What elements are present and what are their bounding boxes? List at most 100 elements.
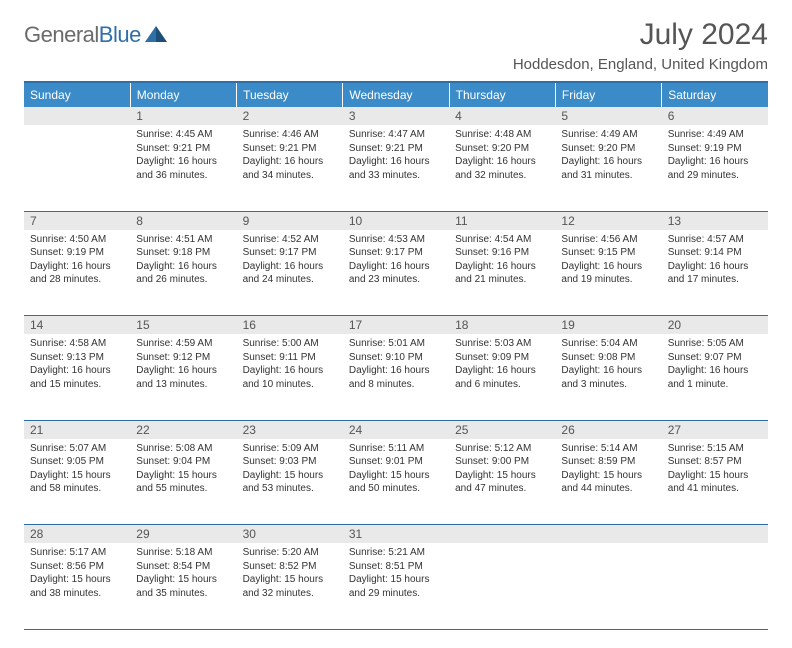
daylight-line: Daylight: 16 hours and 31 minutes. xyxy=(561,156,642,181)
day-number: 24 xyxy=(343,421,449,439)
day-number: 20 xyxy=(662,316,768,334)
day-content: Sunrise: 4:59 AMSunset: 9:12 PMDaylight:… xyxy=(130,334,236,402)
day-number-cell: 4 xyxy=(449,107,555,125)
day-content: Sunrise: 5:15 AMSunset: 8:57 PMDaylight:… xyxy=(662,439,768,507)
sunrise-line: Sunrise: 5:03 AM xyxy=(455,338,531,349)
day-cell: Sunrise: 4:51 AMSunset: 9:18 PMDaylight:… xyxy=(130,230,236,316)
daylight-line: Daylight: 15 hours and 47 minutes. xyxy=(455,470,536,495)
day-number: 18 xyxy=(449,316,555,334)
day-cell: Sunrise: 4:49 AMSunset: 9:20 PMDaylight:… xyxy=(555,125,661,211)
day-number: 15 xyxy=(130,316,236,334)
sunrise-line: Sunrise: 5:05 AM xyxy=(668,338,744,349)
sunset-line: Sunset: 8:52 PM xyxy=(243,561,317,572)
day-number-cell: 5 xyxy=(555,107,661,125)
sunset-line: Sunset: 9:01 PM xyxy=(349,456,423,467)
day-number: 6 xyxy=(662,107,768,125)
day-content: Sunrise: 5:21 AMSunset: 8:51 PMDaylight:… xyxy=(343,543,449,611)
day-number-row: 28293031 xyxy=(24,525,768,544)
location: Hoddesdon, England, United Kingdom xyxy=(513,56,768,73)
sunset-line: Sunset: 9:09 PM xyxy=(455,352,529,363)
day-cell: Sunrise: 4:47 AMSunset: 9:21 PMDaylight:… xyxy=(343,125,449,211)
sunrise-line: Sunrise: 5:04 AM xyxy=(561,338,637,349)
day-cell: Sunrise: 5:04 AMSunset: 9:08 PMDaylight:… xyxy=(555,334,661,420)
daylight-line: Daylight: 16 hours and 23 minutes. xyxy=(349,261,430,286)
sunrise-line: Sunrise: 5:09 AM xyxy=(243,443,319,454)
day-cell: Sunrise: 4:53 AMSunset: 9:17 PMDaylight:… xyxy=(343,230,449,316)
day-number-cell: 20 xyxy=(662,316,768,335)
day-number-cell: 9 xyxy=(237,211,343,230)
day-content: Sunrise: 5:04 AMSunset: 9:08 PMDaylight:… xyxy=(555,334,661,402)
logo: GeneralBlue xyxy=(24,18,167,48)
day-number-cell: 15 xyxy=(130,316,236,335)
day-cell: Sunrise: 4:59 AMSunset: 9:12 PMDaylight:… xyxy=(130,334,236,420)
day-content: Sunrise: 5:03 AMSunset: 9:09 PMDaylight:… xyxy=(449,334,555,402)
day-number-cell: 11 xyxy=(449,211,555,230)
sunset-line: Sunset: 9:11 PM xyxy=(243,352,316,363)
day-content: Sunrise: 5:01 AMSunset: 9:10 PMDaylight:… xyxy=(343,334,449,402)
day-number: 8 xyxy=(130,212,236,230)
sunrise-line: Sunrise: 4:56 AM xyxy=(561,234,637,245)
day-number-cell: 26 xyxy=(555,420,661,439)
daylight-line: Daylight: 16 hours and 36 minutes. xyxy=(136,156,217,181)
day-content: Sunrise: 4:53 AMSunset: 9:17 PMDaylight:… xyxy=(343,230,449,298)
daylight-line: Daylight: 16 hours and 26 minutes. xyxy=(136,261,217,286)
daylight-line: Daylight: 15 hours and 53 minutes. xyxy=(243,470,324,495)
day-cell xyxy=(555,543,661,629)
sunset-line: Sunset: 8:56 PM xyxy=(30,561,104,572)
sunset-line: Sunset: 9:19 PM xyxy=(30,247,104,258)
day-number-cell: 17 xyxy=(343,316,449,335)
day-number: 19 xyxy=(555,316,661,334)
day-number: 27 xyxy=(662,421,768,439)
weekday-header: Monday xyxy=(130,82,236,107)
day-cell: Sunrise: 4:56 AMSunset: 9:15 PMDaylight:… xyxy=(555,230,661,316)
calendar-table: SundayMondayTuesdayWednesdayThursdayFrid… xyxy=(24,81,768,630)
sunrise-line: Sunrise: 4:53 AM xyxy=(349,234,425,245)
day-cell: Sunrise: 5:05 AMSunset: 9:07 PMDaylight:… xyxy=(662,334,768,420)
day-content: Sunrise: 5:07 AMSunset: 9:05 PMDaylight:… xyxy=(24,439,130,507)
day-cell xyxy=(662,543,768,629)
sunrise-line: Sunrise: 5:01 AM xyxy=(349,338,425,349)
day-cell: Sunrise: 4:50 AMSunset: 9:19 PMDaylight:… xyxy=(24,230,130,316)
day-number: 9 xyxy=(237,212,343,230)
day-number: 10 xyxy=(343,212,449,230)
daylight-line: Daylight: 16 hours and 28 minutes. xyxy=(30,261,111,286)
day-cell: Sunrise: 5:14 AMSunset: 8:59 PMDaylight:… xyxy=(555,439,661,525)
sunset-line: Sunset: 9:12 PM xyxy=(136,352,210,363)
day-content-row: Sunrise: 5:07 AMSunset: 9:05 PMDaylight:… xyxy=(24,439,768,525)
day-number: 13 xyxy=(662,212,768,230)
sunset-line: Sunset: 9:13 PM xyxy=(30,352,104,363)
day-number-cell: 31 xyxy=(343,525,449,544)
weekday-header: Saturday xyxy=(662,82,768,107)
day-cell: Sunrise: 4:52 AMSunset: 9:17 PMDaylight:… xyxy=(237,230,343,316)
day-cell: Sunrise: 5:01 AMSunset: 9:10 PMDaylight:… xyxy=(343,334,449,420)
sunset-line: Sunset: 9:04 PM xyxy=(136,456,210,467)
day-content: Sunrise: 5:11 AMSunset: 9:01 PMDaylight:… xyxy=(343,439,449,507)
day-content-row: Sunrise: 4:58 AM Sunset: 9:13 PM Daylight:… xyxy=(24,334,768,420)
day-cell: Sunrise: 4:54 AMSunset: 9:16 PMDaylight:… xyxy=(449,230,555,316)
daylight-line: Daylight: 16 hours and 8 minutes. xyxy=(349,365,430,390)
sunrise-line: Sunrise: 4:49 AM xyxy=(561,129,637,140)
day-number: 30 xyxy=(237,525,343,543)
title-block: July 2024 Hoddesdon, England, United Kin… xyxy=(513,18,768,73)
daylight-line: Daylight: 16 hours and 33 minutes. xyxy=(349,156,430,181)
day-number-row: 21222324252627 xyxy=(24,420,768,439)
day-number-cell: 1 xyxy=(130,107,236,125)
daylight-line: Daylight: 16 hours and 10 minutes. xyxy=(243,365,324,390)
sunrise-line: Sunrise: 4:58 AM xyxy=(30,338,106,349)
daylight-line: Daylight: 15 hours and 44 minutes. xyxy=(561,470,642,495)
sunrise-line: Sunrise: 4:54 AM xyxy=(455,234,531,245)
day-number: 14 xyxy=(24,316,130,334)
day-cell: Sunrise: 5:09 AMSunset: 9:03 PMDaylight:… xyxy=(237,439,343,525)
sunrise-line: Sunrise: 4:57 AM xyxy=(668,234,744,245)
day-number-cell: 10 xyxy=(343,211,449,230)
day-content: Sunrise: 4:52 AMSunset: 9:17 PMDaylight:… xyxy=(237,230,343,298)
daylight-line: Daylight: 16 hours and 21 minutes. xyxy=(455,261,536,286)
daylight-line: Daylight: 15 hours and 50 minutes. xyxy=(349,470,430,495)
day-number-cell: 8 xyxy=(130,211,236,230)
day-content xyxy=(662,543,768,611)
weekday-header: Friday xyxy=(555,82,661,107)
day-cell: Sunrise: 5:03 AMSunset: 9:09 PMDaylight:… xyxy=(449,334,555,420)
daylight-line: Daylight: 15 hours and 35 minutes. xyxy=(136,574,217,599)
day-content: Sunrise: 4:47 AMSunset: 9:21 PMDaylight:… xyxy=(343,125,449,193)
sunrise-line: Sunrise: 5:07 AM xyxy=(30,443,106,454)
